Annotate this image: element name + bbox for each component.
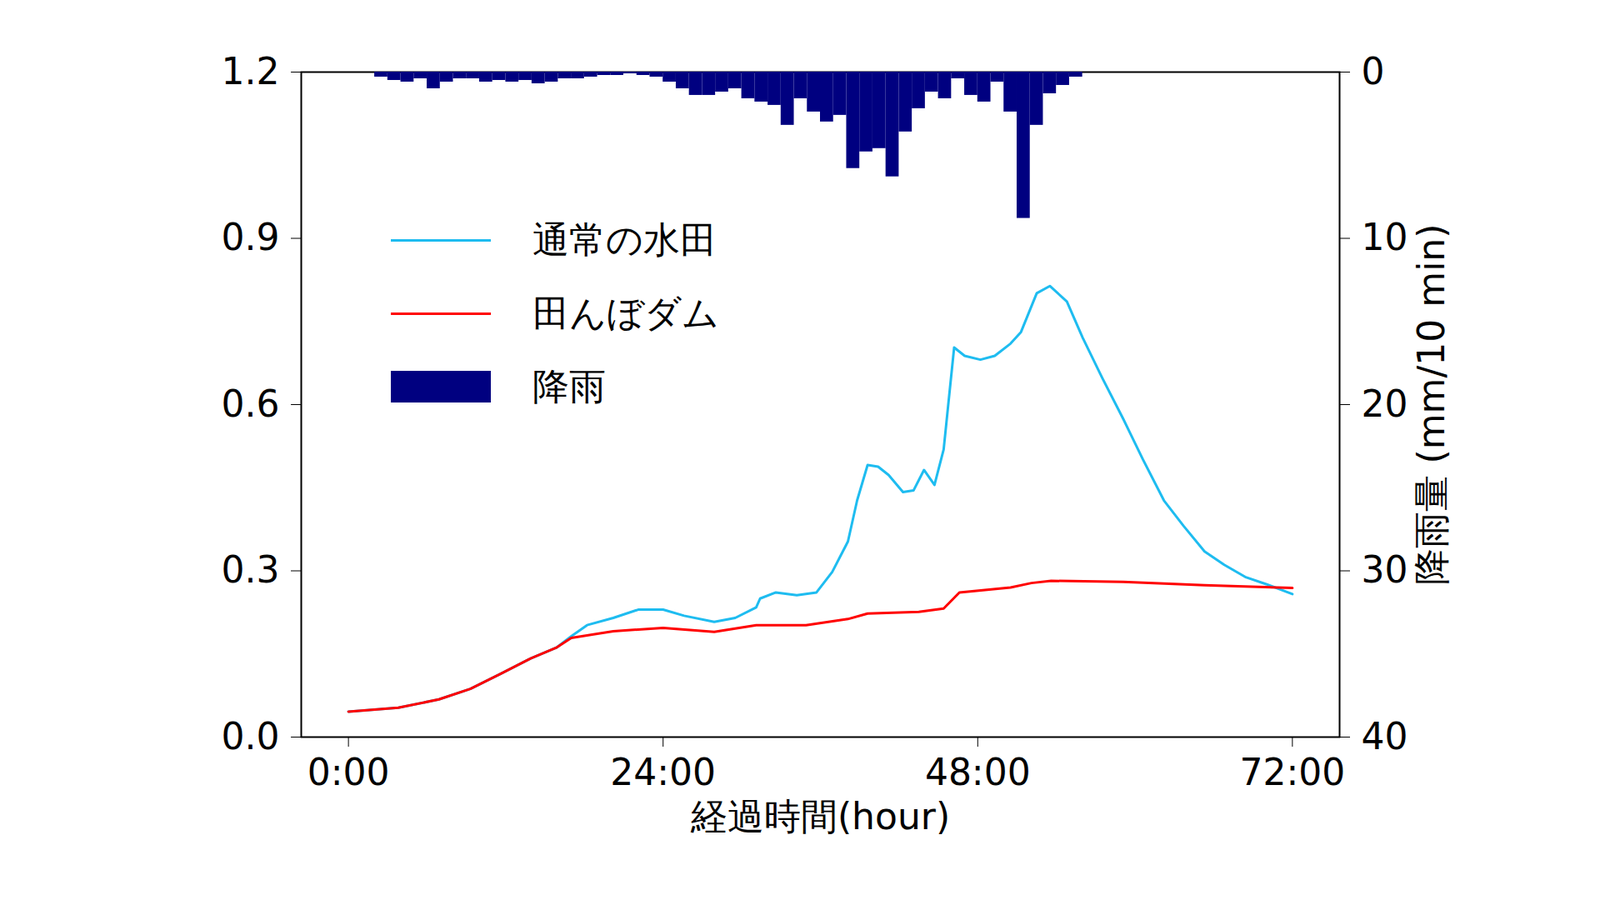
svg-text:72:00: 72:00 [1239, 750, 1345, 794]
html-text:降雨: 降雨 [532, 364, 606, 408]
svg-text:0.6: 0.6 [221, 382, 280, 425]
html-text:通常の水田: 通常の水田 [532, 217, 717, 261]
html-text:田んぼダム: 田んぼダム [532, 291, 720, 334]
svg-text:24:00: 24:00 [610, 750, 716, 794]
svg-text:10: 10 [1361, 215, 1409, 259]
svg-text:0:00: 0:00 [307, 750, 390, 794]
svg-text:40: 40 [1361, 715, 1409, 758]
svg-text:0.3: 0.3 [221, 548, 280, 591]
svg-text:1.2: 1.2 [221, 50, 280, 93]
svg-text:20: 20 [1361, 382, 1409, 425]
svg-text:降雨量 (mm/10 min): 降雨量 (mm/10 min) [1410, 224, 1453, 586]
svg-text:経過時間(hour): 経過時間(hour) [690, 795, 950, 838]
svg-text:30: 30 [1361, 548, 1409, 591]
svg-text:0: 0 [1361, 50, 1385, 93]
svg-text:0.0: 0.0 [221, 715, 280, 758]
svg-text:0.9: 0.9 [221, 215, 280, 259]
svg-text:48:00: 48:00 [925, 750, 1031, 794]
